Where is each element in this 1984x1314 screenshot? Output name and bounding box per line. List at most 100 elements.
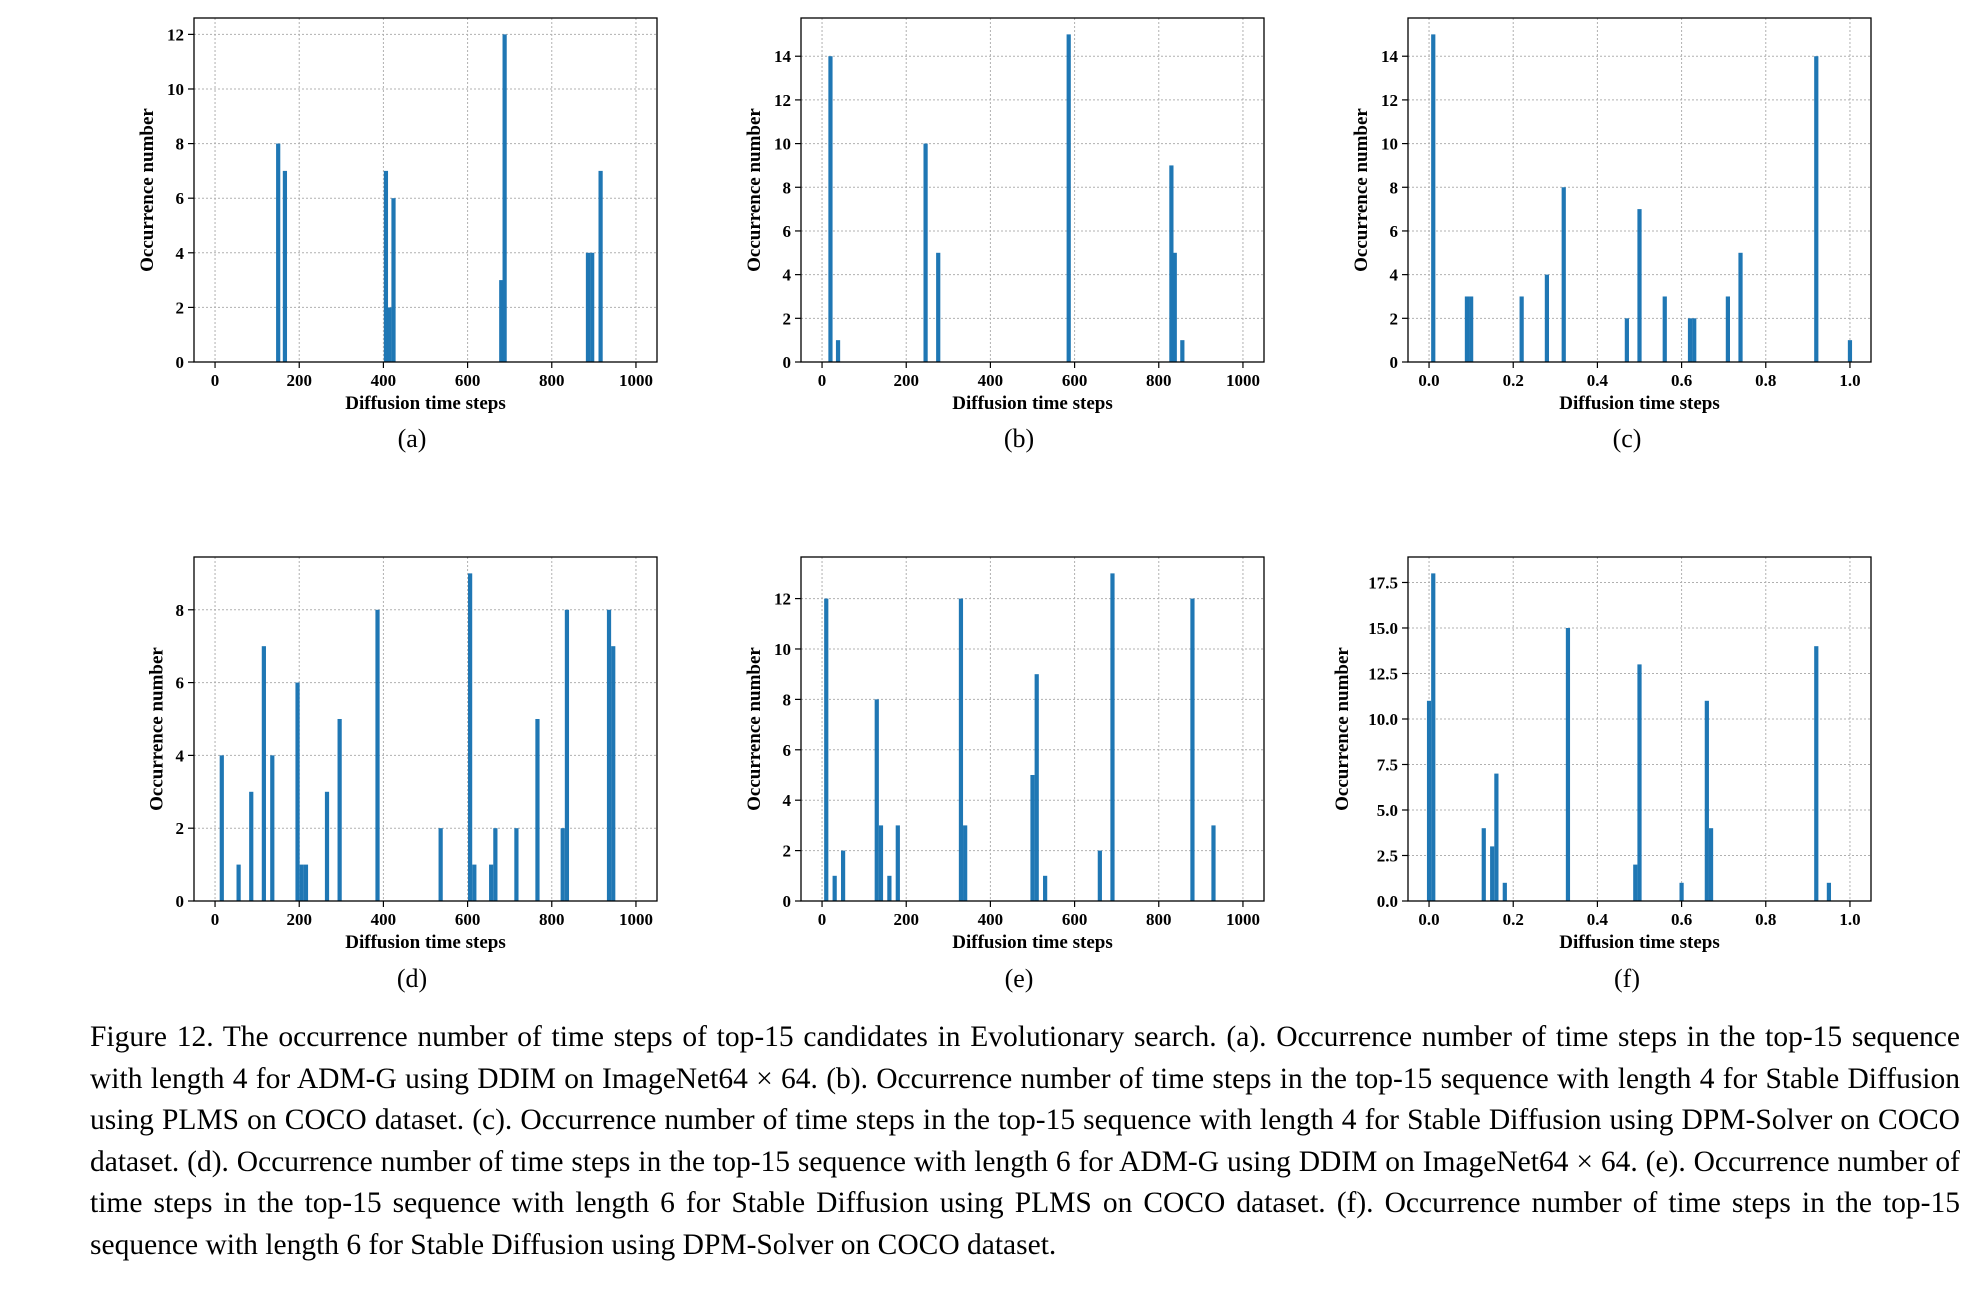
y-tick-label: 8 (176, 601, 185, 620)
bar (878, 825, 884, 901)
bar (1426, 700, 1432, 901)
x-tick-label: 0.6 (1671, 371, 1692, 390)
bar (303, 864, 309, 901)
chart-panel-d: 0 200 400 600 800 1000 0 2 4 6 8 Diffusion time ste… (147, 556, 658, 993)
x-tick-label: 200 (286, 371, 312, 390)
x-tick-label: 800 (539, 371, 565, 390)
bar (1814, 646, 1819, 901)
y-tick-label: 10 (167, 80, 184, 99)
x-axis-label: Diffusion time steps (345, 932, 505, 953)
x-axis-label: Diffusion time steps (1559, 393, 1719, 414)
bar (324, 791, 330, 901)
y-axis-label: Occurrence number (137, 108, 158, 272)
bar (472, 864, 477, 901)
y-tick-label: 8 (1390, 178, 1399, 197)
y-axis-label: Occurrence number (744, 647, 765, 811)
y-tick-label: 0.0 (1377, 892, 1398, 911)
panel-label: (c) (1613, 424, 1642, 453)
x-tick-label: 0.0 (1418, 910, 1439, 929)
bar (391, 198, 396, 362)
y-tick-label: 0 (783, 892, 792, 911)
bar (963, 825, 968, 901)
bar (1502, 882, 1507, 901)
plot-frame (193, 17, 658, 363)
bar (299, 864, 304, 901)
x-tick-label: 400 (371, 371, 397, 390)
bar (295, 682, 300, 901)
plot-frame (1407, 556, 1872, 902)
bar (564, 609, 570, 901)
y-tick-label: 8 (783, 690, 792, 709)
y-tick-label: 12 (167, 25, 184, 44)
y-tick-label: 2 (176, 298, 185, 317)
x-tick-label: 200 (286, 910, 312, 929)
bar (1097, 850, 1102, 901)
bar (1624, 318, 1629, 362)
bar (1692, 318, 1697, 362)
bar (560, 828, 565, 901)
bar (840, 850, 846, 901)
y-axis-label: Occurrence number (1351, 108, 1372, 272)
y-tick-label: 6 (176, 189, 185, 208)
x-axis-label: Diffusion time steps (345, 393, 505, 414)
y-tick-label: 7.5 (1377, 755, 1398, 774)
bar (1180, 340, 1185, 362)
x-tick-label: 0.0 (1418, 371, 1439, 390)
bar (1847, 340, 1853, 362)
plot-frame (193, 556, 658, 902)
x-tick-label: 0.8 (1755, 910, 1776, 929)
y-tick-label: 10 (774, 640, 791, 659)
chart-panel-a: 0 200 400 600 800 1000 0 2 4 6 8 10 12 Diffusion time… (137, 17, 658, 453)
bar (438, 828, 443, 901)
bar (1814, 56, 1819, 362)
y-tick-label: 0 (783, 353, 792, 372)
x-axis-label: Diffusion time steps (952, 393, 1112, 414)
bar (824, 598, 829, 901)
bar (1431, 34, 1436, 362)
y-tick-label: 0 (1390, 353, 1399, 372)
bar (387, 307, 392, 362)
chart-panel-f: 0.0 0.2 0.4 0.6 0.8 1.0 0.0 2.5 5.0 7.5 10.0 12.5 15… (1332, 556, 1872, 993)
x-tick-label: 1000 (619, 371, 653, 390)
y-tick-label: 0 (176, 353, 185, 372)
bar (276, 143, 281, 362)
bar (936, 252, 941, 362)
bar (1738, 252, 1743, 362)
bar (606, 609, 612, 901)
panel-label: (f) (1614, 964, 1640, 993)
bar (835, 340, 841, 362)
x-tick-label: 400 (978, 910, 1004, 929)
bar (1172, 252, 1177, 362)
y-tick-label: 12 (774, 590, 791, 609)
y-tick-label: 4 (783, 791, 792, 810)
y-tick-label: 4 (783, 266, 792, 285)
y-tick-label: 10 (1381, 135, 1398, 154)
bar (1725, 296, 1730, 362)
plot-frame (800, 556, 1265, 902)
bar (1637, 664, 1642, 901)
bar (1110, 573, 1115, 901)
x-tick-label: 400 (978, 371, 1004, 390)
bar (832, 875, 837, 901)
bar (1637, 209, 1642, 362)
x-tick-label: 0.2 (1503, 371, 1524, 390)
bar (1034, 674, 1039, 901)
y-tick-label: 4 (176, 244, 185, 263)
bar (1030, 774, 1035, 901)
y-tick-label: 0 (176, 892, 185, 911)
y-tick-label: 2 (1390, 309, 1399, 328)
plot-frame (800, 17, 1265, 363)
bar (1481, 828, 1486, 901)
plot-frame (1407, 17, 1872, 363)
x-tick-label: 1.0 (1839, 910, 1860, 929)
y-tick-label: 8 (176, 135, 185, 154)
bar (1633, 864, 1638, 901)
bar (1431, 573, 1436, 901)
y-tick-label: 2 (783, 842, 792, 861)
x-tick-label: 0.4 (1587, 371, 1609, 390)
y-axis-label: Occurrence number (744, 108, 765, 272)
y-tick-label: 2.5 (1377, 846, 1398, 865)
panel-label: (a) (398, 424, 427, 453)
bar (489, 864, 494, 901)
x-tick-label: 1000 (1226, 910, 1260, 929)
